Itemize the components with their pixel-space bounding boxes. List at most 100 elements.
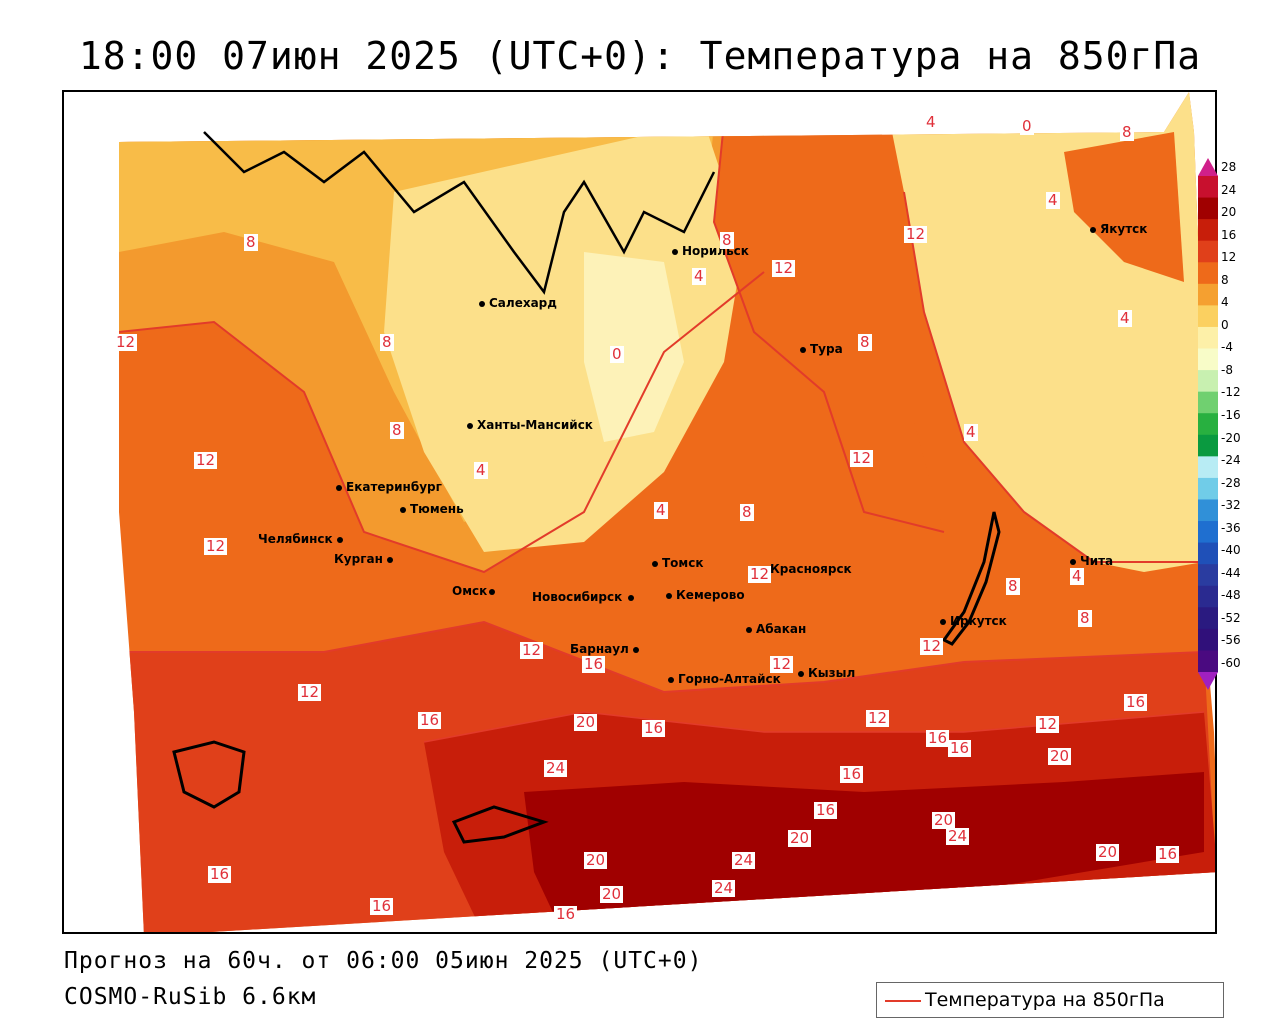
colorbar-swatch <box>1198 413 1218 436</box>
contour-label: 4 <box>692 267 706 285</box>
legend-line-swatch <box>885 1000 921 1002</box>
city-kurgan: Курган <box>334 552 397 566</box>
colorbar-swatch <box>1198 607 1218 630</box>
colorbar-tick-label: -60 <box>1221 656 1241 670</box>
contour-label: 16 <box>582 655 606 673</box>
city-dot-icon <box>467 422 473 429</box>
colorbar-swatch <box>1198 542 1218 565</box>
city-barnaul: Барнаул <box>570 642 643 656</box>
contour-label: 8 <box>380 333 394 351</box>
lake-outline <box>451 805 549 844</box>
contour-label: 4 <box>654 501 668 519</box>
arctic-coastline <box>203 131 716 295</box>
city-dot-icon <box>652 560 658 567</box>
colorbar-swatch <box>1198 521 1218 544</box>
city-dot-icon <box>400 506 406 513</box>
colorbar-swatch <box>1198 477 1218 500</box>
contour-label: 20 <box>584 851 608 869</box>
city-khanty-mansiysk: Ханты-Мансийск <box>467 418 593 432</box>
zone-0-4-west-siberia <box>384 122 744 552</box>
contour-label: 12 <box>114 333 138 351</box>
contour-label: 8 <box>1078 609 1092 627</box>
contour-label: 16 <box>642 719 666 737</box>
colorbar-tick-label: 0 <box>1221 317 1229 332</box>
colorbar-swatch <box>1198 650 1218 673</box>
colorbar-tick-label: -52 <box>1221 610 1241 625</box>
colorbar-swatch <box>1198 370 1218 393</box>
colorbar-swatch <box>1198 283 1218 306</box>
city-tura: Тура <box>800 342 843 356</box>
city-dot-icon <box>632 646 639 653</box>
contour-label: 20 <box>932 811 956 829</box>
contour-label: 16 <box>554 905 578 923</box>
contour-label: 16 <box>814 801 838 819</box>
city-dot-icon <box>746 626 752 633</box>
zone-24-28 <box>524 772 1204 932</box>
contour-label: 4 <box>1118 309 1132 327</box>
city-tomsk: Томск <box>652 556 704 570</box>
colorbar-tick-label: -48 <box>1221 588 1241 603</box>
colorbar-tick-label: -24 <box>1221 453 1241 468</box>
contour-label: 20 <box>600 885 624 903</box>
colorbar-tick-label: -36 <box>1221 520 1241 535</box>
city-dot-icon <box>800 346 806 353</box>
contour-label: 12 <box>194 451 218 469</box>
contour-label: 24 <box>544 759 568 777</box>
zone-yakutsk-warm <box>1064 132 1184 282</box>
city-omsk: Омск <box>452 584 499 598</box>
contour-label: 0 <box>1020 117 1034 135</box>
colorbar-swatch <box>1198 564 1218 587</box>
colorbar-swatch <box>1198 391 1218 414</box>
contour-label: 16 <box>948 739 972 757</box>
colorbar-swatch <box>1198 628 1218 651</box>
contour-label: 16 <box>208 865 232 883</box>
city-tyumen: Тюмень <box>400 502 464 516</box>
city-kyzyl: Кызыл <box>798 666 855 680</box>
contour-label: 20 <box>1096 843 1120 861</box>
contour-label: 8 <box>720 231 734 249</box>
city-dot-icon <box>489 588 496 595</box>
zone-warm-tongue <box>714 112 944 532</box>
lake-balkhash-outline <box>172 740 246 809</box>
city-dot-icon <box>336 484 342 491</box>
city-dot-icon <box>336 536 343 543</box>
contour-label: 4 <box>964 423 978 441</box>
colorbar-tick-label: -44 <box>1221 565 1241 580</box>
city-irkutsk: Иркутск <box>940 614 1007 628</box>
city-dot-icon <box>672 248 678 255</box>
contour-label: 12 <box>298 683 322 701</box>
contour-label: 24 <box>946 827 970 845</box>
colorbar-swatch <box>1198 456 1218 479</box>
city-dot-icon <box>940 618 946 625</box>
contour-label: 24 <box>732 851 756 869</box>
city-novosibirsk: Новосибирск <box>532 590 638 604</box>
contour-label: 4 <box>474 461 488 479</box>
city-krasnoyarsk: Красноярск <box>760 562 852 576</box>
contour-label: 12 <box>904 225 928 243</box>
colorbar-bottom-arrow <box>1198 672 1218 690</box>
contour-label: 4 <box>924 113 938 131</box>
colorbar-tick-label: 12 <box>1221 250 1237 265</box>
colorbar-tick-label: -4 <box>1221 340 1233 355</box>
city-ekaterinburg: Екатеринбург <box>336 480 442 494</box>
colorbar-swatch <box>1198 585 1218 608</box>
city-kemerovo: Кемерово <box>666 588 745 602</box>
colorbar-tick-label: -28 <box>1221 475 1241 490</box>
zone-cold-core <box>584 252 684 442</box>
contour-label: 16 <box>418 711 442 729</box>
contour-label: 16 <box>370 897 394 915</box>
colorbar-top-arrow <box>1198 158 1218 176</box>
colorbar-tick-label: -20 <box>1221 430 1241 445</box>
colorbar-tick-label: 24 <box>1221 182 1237 197</box>
colorbar-tick-label: 4 <box>1221 295 1229 310</box>
contour-label: 12 <box>772 259 796 277</box>
colorbar-tick-label: -56 <box>1221 633 1241 648</box>
contour-label: 20 <box>574 713 598 731</box>
contour-label: 16 <box>840 765 864 783</box>
contour-label: 12 <box>770 655 794 673</box>
contour-label: 20 <box>788 829 812 847</box>
city-gorno-altaysk: Горно-Алтайск <box>668 672 781 686</box>
colorbar-swatch <box>1198 499 1218 522</box>
city-dot-icon <box>479 300 485 307</box>
map-title: 18:00 07июн 2025 (UTC+0): Температура на… <box>78 34 1202 78</box>
